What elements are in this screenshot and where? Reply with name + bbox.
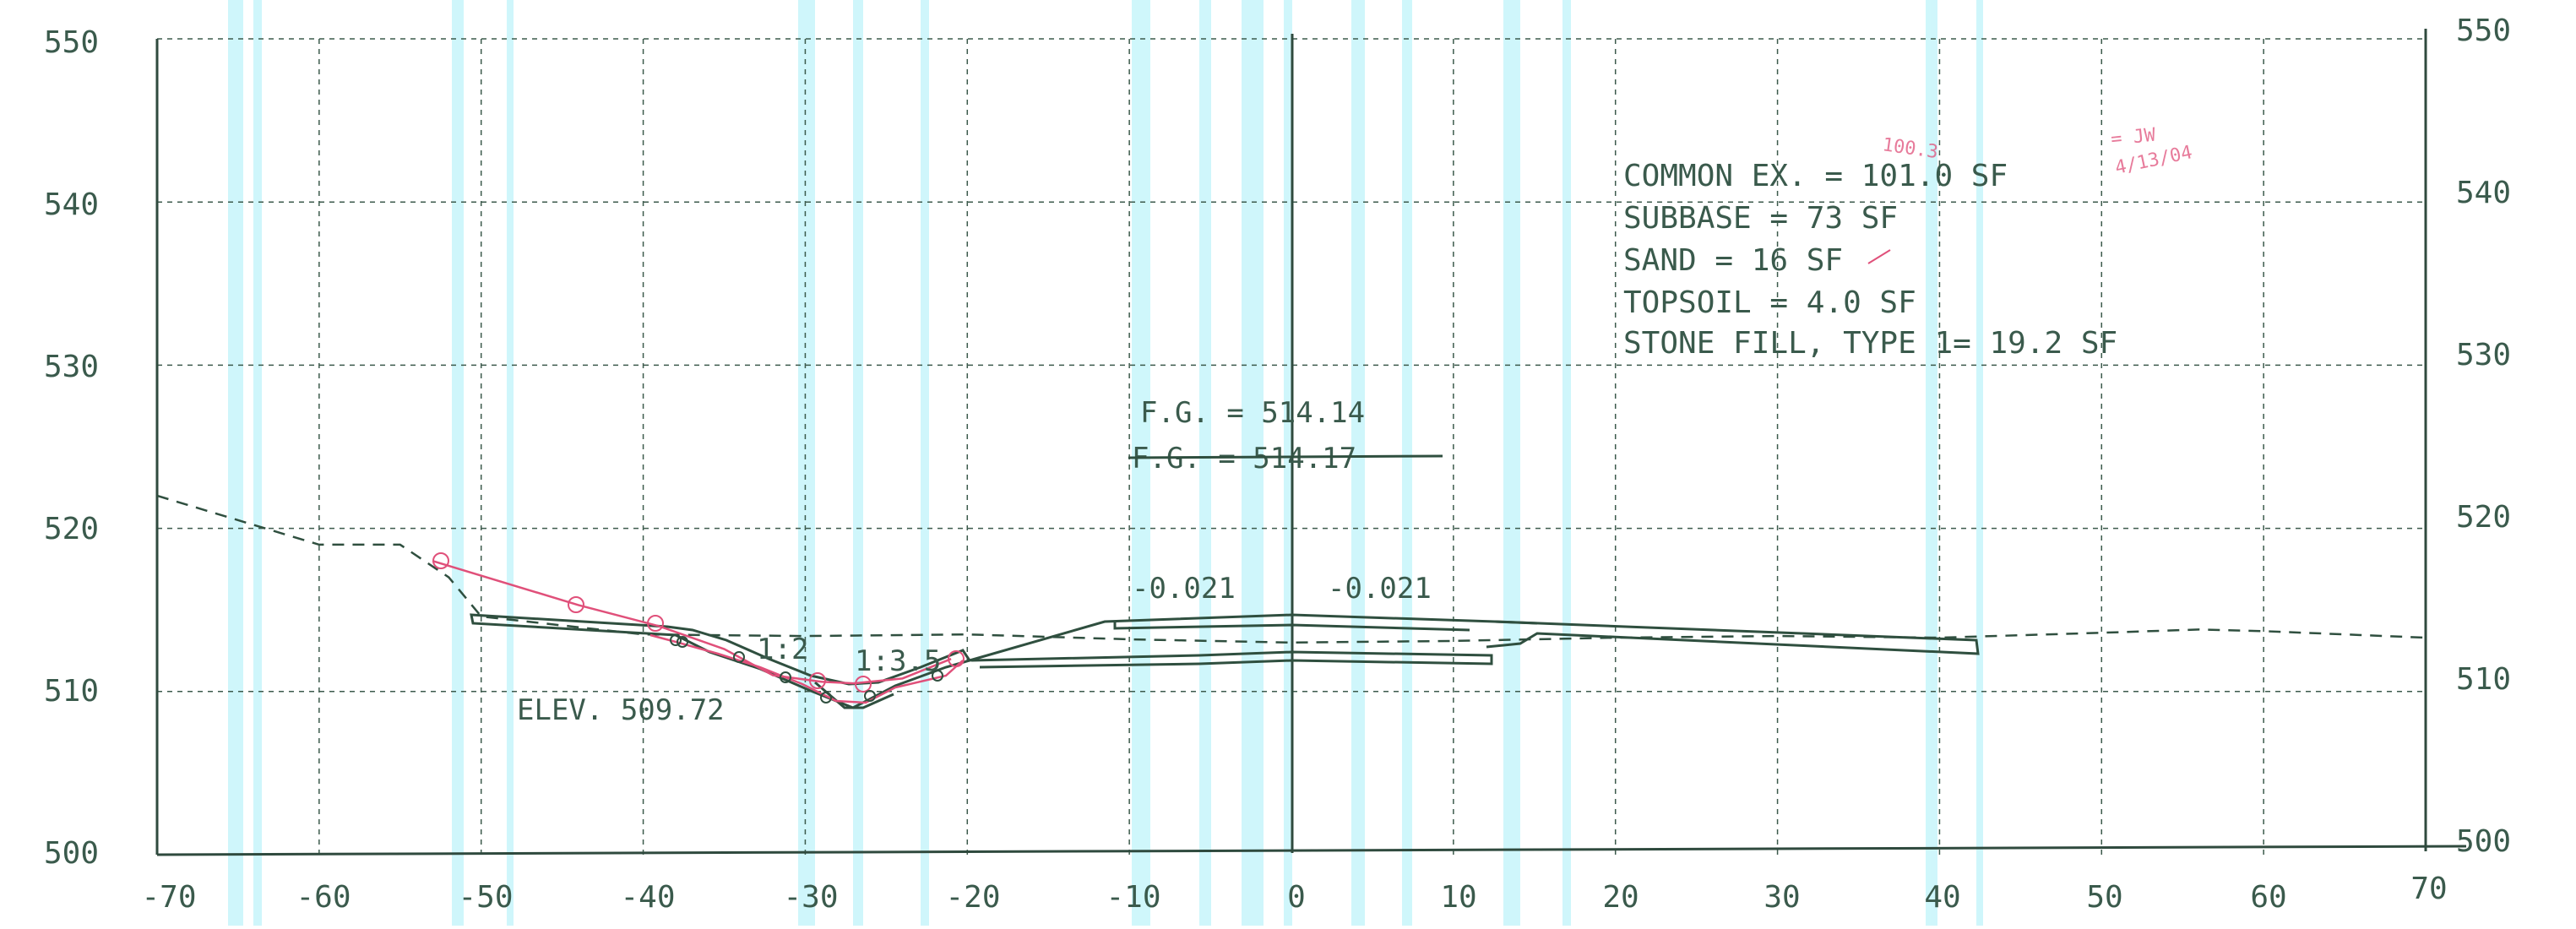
red-circle-marker (432, 552, 449, 569)
y-tick-label: 510 (44, 674, 99, 709)
y-tick-label: 550 (44, 25, 99, 60)
red-markup (432, 552, 965, 704)
scan-bands (228, 0, 1983, 926)
y-tick-label: 500 (44, 836, 99, 871)
red-circle-marker (855, 676, 872, 693)
red-circle-marker (809, 672, 826, 689)
side-slope-label: 1:3.5 (855, 644, 941, 678)
handwritten-note: = JW (2110, 124, 2157, 149)
y-tick-label: 540 (44, 187, 99, 222)
x-tick-label: -50 (458, 880, 513, 915)
vertical-grid-lines (318, 39, 2264, 855)
x-tick-label: -70 (141, 880, 196, 915)
red-markup-lower (649, 633, 964, 704)
y-tick-label: 500 (2456, 824, 2511, 859)
x-tick-label: -10 (1106, 880, 1160, 915)
red-circle-marker (568, 596, 584, 613)
x-tick-label: 60 (2250, 880, 2286, 915)
grid (155, 29, 2467, 856)
slope-label-left: -0.021 (1132, 572, 1236, 606)
x-tick-labels: -70 -60 -50 -40 -30 -20 -10 0 10 20 30 4… (141, 872, 2447, 915)
stone-fill-symbols (670, 634, 943, 704)
pavement-inner-left (1113, 622, 1470, 632)
red-circle-marker (647, 615, 664, 632)
quantity-topsoil: TOPSOIL = 4.0 SF (1623, 285, 1916, 320)
y-tick-labels-left: 500 510 520 530 540 550 (44, 25, 99, 871)
y-tick-label: 510 (2456, 662, 2511, 697)
side-slope-label: 1:2 (757, 633, 808, 666)
finish-grade-current: F.G. = 514.14 (1140, 396, 1365, 430)
existing-ground-line (156, 494, 2427, 644)
left-slope-outline (470, 613, 972, 709)
y-tick-label: 540 (2456, 176, 2511, 210)
y-tick-label: 530 (2456, 338, 2511, 372)
x-tick-label: 0 (1287, 880, 1306, 915)
proposed-section (470, 613, 1980, 709)
x-tick-label: 70 (2410, 872, 2447, 906)
y-tick-label: 520 (2456, 500, 2511, 535)
quantity-sand: SAND = 16 SF (1623, 243, 1843, 278)
red-markup-line (432, 560, 952, 685)
quantity-subbase: SUBBASE = 73 SF (1623, 201, 1898, 236)
x-tick-label: -60 (296, 880, 351, 915)
red-circle-marker (948, 650, 965, 667)
annotations: F.G. = 514.14 F.G. = 514.17 -0.021 -0.02… (517, 396, 1443, 727)
strike-through-line (1128, 454, 1443, 459)
y-tick-labels-right: 500 510 520 530 540 550 (2456, 14, 2511, 859)
pavement-top-right (1486, 620, 1980, 655)
x-tick-label: 40 (1924, 880, 1960, 915)
y-tick-label: 520 (44, 512, 99, 546)
bottom-axis (156, 845, 2467, 856)
x-tick-label: 30 (1764, 880, 1800, 915)
x-tick-label: 50 (2086, 880, 2122, 915)
quantities-block: COMMON EX. = 101.0 SF SUBBASE = 73 SF SA… (1623, 159, 2117, 361)
y-tick-label: 530 (44, 350, 99, 384)
x-tick-label: -30 (783, 880, 838, 915)
y-tick-label: 550 (2456, 14, 2511, 48)
x-tick-label: 10 (1440, 880, 1476, 915)
x-tick-label: -20 (945, 880, 1000, 915)
red-check-mark (1867, 249, 1891, 264)
x-tick-label: -40 (620, 880, 675, 915)
quantity-common-ex: COMMON EX. = 101.0 SF (1623, 159, 2008, 193)
elevation-label: ELEV. 509.72 (517, 693, 725, 727)
pavement-lower-band (970, 650, 1493, 669)
horizontal-grid-lines (157, 38, 2426, 693)
x-tick-label: 20 (1602, 880, 1639, 915)
slope-label-right: -0.021 (1328, 572, 1432, 606)
quantity-stone-fill: STONE FILL, TYPE 1= 19.2 SF (1623, 326, 2117, 361)
